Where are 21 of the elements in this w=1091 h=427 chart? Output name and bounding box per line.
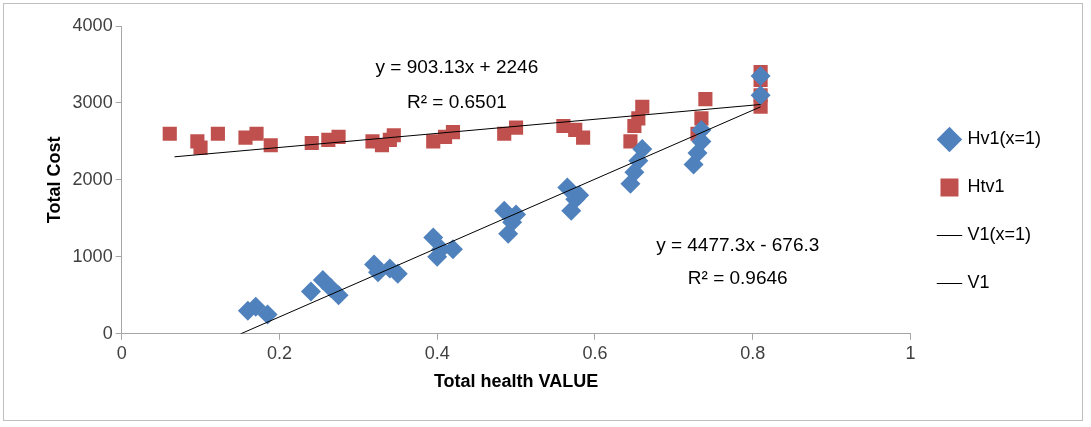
y-tick-label: 1000 xyxy=(72,245,113,266)
legend-label: Htv1 xyxy=(967,176,1005,197)
y-tick-label: 0 xyxy=(102,322,113,343)
x-tick-label: 0.4 xyxy=(424,342,450,363)
annotation: R² = 0.6501 xyxy=(406,90,507,112)
legend-label: V1(x=1) xyxy=(967,224,1032,245)
x-tick-label: 0 xyxy=(116,342,127,363)
annotation: R² = 0.9646 xyxy=(687,267,788,289)
x-tick-label: 0.6 xyxy=(582,342,608,363)
legend-label: V1 xyxy=(967,272,990,293)
x-axis-title: Total health VALUE xyxy=(433,371,599,392)
legend-label: Hv1(x=1) xyxy=(967,128,1042,149)
y-tick-label: 3000 xyxy=(72,91,113,112)
y-tick-label: 4000 xyxy=(72,14,113,35)
x-tick-label: 0.2 xyxy=(266,342,292,363)
annotation: y = 4477.3x - 676.3 xyxy=(656,234,820,256)
y-axis-title: Total Cost xyxy=(43,136,64,224)
annotation: y = 903.13x + 2246 xyxy=(375,56,539,78)
x-tick-label: 1 xyxy=(905,342,916,363)
y-tick-label: 2000 xyxy=(72,168,113,189)
x-tick-label: 0.8 xyxy=(740,342,766,363)
